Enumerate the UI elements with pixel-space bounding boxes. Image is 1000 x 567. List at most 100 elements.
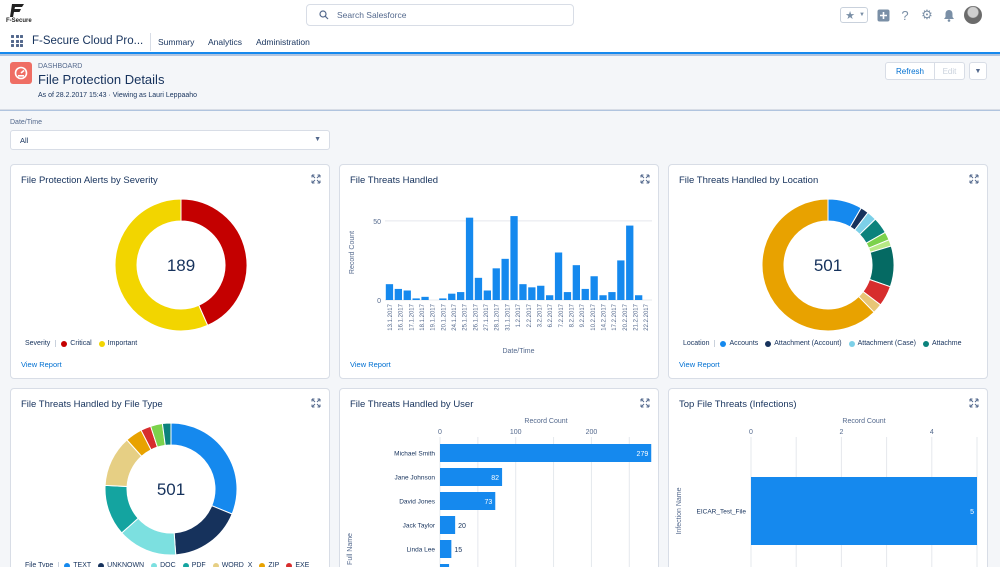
bar[interactable] <box>403 290 411 301</box>
value-label: 279 <box>637 451 649 458</box>
bar[interactable] <box>439 298 447 300</box>
x-tick-label: 10.2.2017 <box>591 303 597 330</box>
global-search[interactable] <box>306 4 574 26</box>
bar[interactable] <box>590 276 598 300</box>
bar[interactable] <box>501 258 509 300</box>
card-threats-by-file-type: File Threats Handled by File Type 501 Fi… <box>10 388 330 567</box>
bar[interactable] <box>394 288 402 300</box>
bell-icon[interactable] <box>942 8 956 22</box>
bar[interactable] <box>617 260 625 300</box>
donut-slice-unknown[interactable] <box>173 505 233 556</box>
bar[interactable] <box>626 225 634 300</box>
refresh-button[interactable]: Refresh <box>885 62 935 80</box>
x-tick-label: 16.1.2017 <box>399 303 405 330</box>
help-icon[interactable]: ? <box>901 7 909 23</box>
legend-entry[interactable]: PDF <box>182 562 206 567</box>
legend-entry[interactable]: EXE <box>286 562 309 567</box>
favorites-button[interactable]: ★ ▼ <box>840 7 868 23</box>
expand-icon[interactable] <box>640 174 650 184</box>
bar[interactable] <box>448 293 456 300</box>
legend-entry[interactable]: DOC <box>151 562 176 567</box>
add-icon[interactable] <box>876 8 890 22</box>
legend-dot <box>182 562 189 567</box>
bar[interactable] <box>608 292 616 300</box>
chevron-down-icon: ▼ <box>314 136 321 143</box>
donut-slice-misc[interactable] <box>161 422 172 446</box>
bar[interactable] <box>519 284 527 300</box>
bar[interactable] <box>440 516 456 534</box>
gear-icon[interactable]: ⚙ <box>921 7 933 22</box>
bar[interactable] <box>457 292 465 300</box>
legend-entry[interactable]: Attachment (Case) <box>848 340 916 347</box>
tab-analytics[interactable]: Analytics <box>208 37 243 47</box>
f-secure-logo[interactable]: F-Secure <box>6 4 34 26</box>
legend-entry[interactable]: Attachme <box>922 340 962 347</box>
bar[interactable] <box>528 287 536 300</box>
donut-slice-important[interactable] <box>114 198 209 332</box>
x-tick-label: 17.2.2017 <box>612 303 618 330</box>
view-report-link[interactable]: View Report <box>679 360 720 369</box>
bar[interactable] <box>537 285 545 300</box>
x-axis-label: Record Count <box>842 418 885 425</box>
x-axis-label: Date/Time <box>502 348 534 355</box>
legend-entry[interactable]: Attachment (Account) <box>765 340 842 347</box>
expand-icon[interactable] <box>640 398 650 408</box>
card-top-file-threats: Top File Threats (Infections) Record Cou… <box>668 388 988 567</box>
nav-divider <box>150 33 151 51</box>
tab-summary[interactable]: Summary <box>158 37 195 47</box>
search-input[interactable] <box>337 7 567 23</box>
expand-icon[interactable] <box>311 174 321 184</box>
view-report-link[interactable]: View Report <box>350 360 391 369</box>
expand-icon[interactable] <box>311 398 321 408</box>
card-title: File Threats Handled by User <box>350 399 474 410</box>
bar[interactable] <box>510 216 518 300</box>
app-launcher-icon[interactable] <box>11 35 23 47</box>
bar[interactable] <box>581 288 589 300</box>
avatar[interactable] <box>964 6 982 24</box>
expand-icon[interactable] <box>969 398 979 408</box>
legend-entry[interactable]: Important <box>98 340 137 347</box>
legend-entry[interactable]: TEXT <box>64 562 91 567</box>
donut-slice-other-f[interactable] <box>761 198 875 332</box>
bar[interactable] <box>421 296 429 300</box>
edit-button[interactable]: Edit <box>935 62 965 80</box>
bar[interactable] <box>635 295 643 300</box>
view-report-link[interactable]: View Report <box>21 360 62 369</box>
bar[interactable] <box>563 292 572 300</box>
bar[interactable] <box>751 477 977 545</box>
legend-entry[interactable]: WORD_X <box>212 562 252 567</box>
more-actions-button[interactable]: ▼ <box>969 62 987 80</box>
legend-dot <box>64 562 71 567</box>
y-axis-label: Full Name <box>347 533 354 565</box>
bar[interactable] <box>440 444 652 462</box>
legend-entry[interactable]: UNKNOWN <box>98 562 144 567</box>
date-time-filter-select[interactable]: All ▼ <box>10 130 330 150</box>
donut-total: 501 <box>814 256 842 275</box>
bar[interactable] <box>554 252 563 301</box>
legend-entry[interactable]: ZIP <box>259 562 279 567</box>
bar[interactable] <box>599 295 607 300</box>
bar[interactable] <box>465 217 474 300</box>
bar[interactable] <box>412 298 420 300</box>
y-axis-label: Record Count <box>349 231 356 274</box>
donut-slice-critical[interactable] <box>180 198 248 327</box>
bar[interactable] <box>546 295 554 300</box>
dashboard-filter: Date/Time All ▼ <box>0 111 1000 157</box>
x-tick-label: 25.1.2017 <box>463 303 469 330</box>
legend-entry[interactable]: Critical <box>61 340 92 347</box>
bar[interactable] <box>492 268 500 300</box>
donut-slice-text[interactable] <box>170 422 238 515</box>
bar[interactable] <box>440 492 496 510</box>
bar[interactable] <box>483 290 491 301</box>
expand-icon[interactable] <box>969 174 979 184</box>
bar[interactable] <box>440 468 503 486</box>
legend-entry[interactable]: Accounts <box>720 340 758 347</box>
bar[interactable] <box>572 265 580 300</box>
bar[interactable] <box>474 277 483 300</box>
legend-dot <box>259 562 266 567</box>
legend-label: TEXT <box>73 562 92 567</box>
bar[interactable] <box>440 564 450 567</box>
bar[interactable] <box>440 540 452 558</box>
bar[interactable] <box>385 284 394 300</box>
tab-administration[interactable]: Administration <box>256 37 310 47</box>
